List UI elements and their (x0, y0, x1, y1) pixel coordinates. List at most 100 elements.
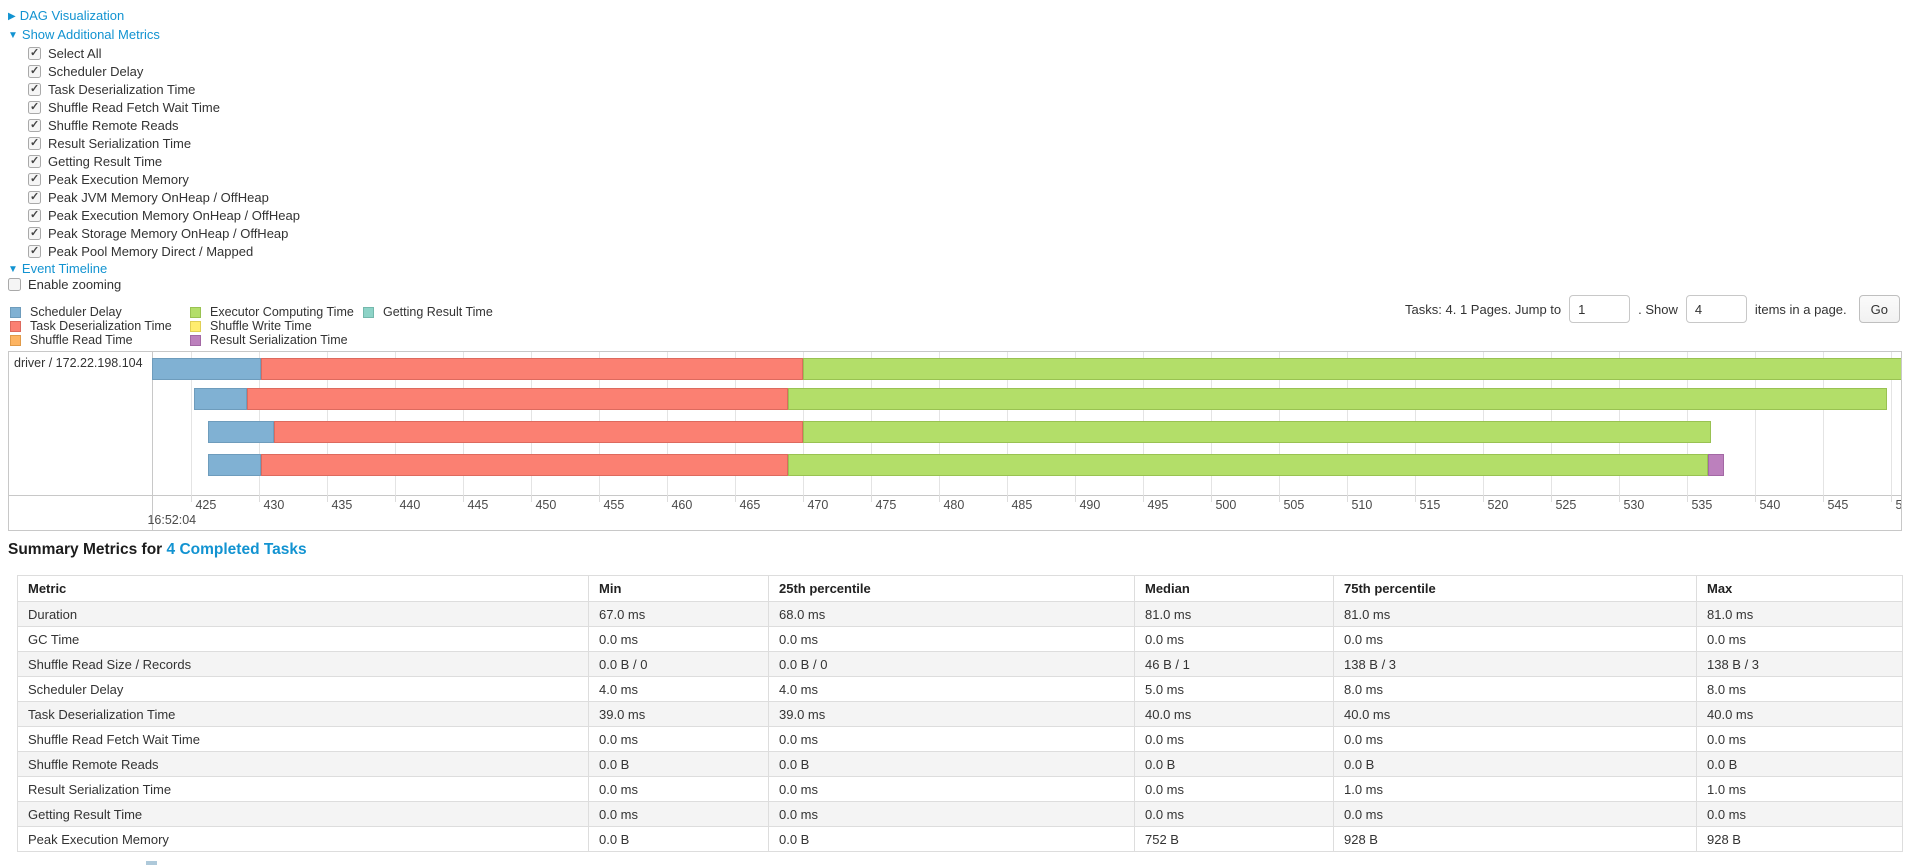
timeline-tickmark (667, 495, 669, 502)
task-bar-segment-task-deserialization[interactable] (260, 358, 804, 380)
enable-zooming-checkbox[interactable] (8, 278, 21, 291)
axis-tick-label: 490 (1079, 498, 1101, 512)
metric-checkbox[interactable] (28, 136, 41, 150)
metric-value-cell: 0.0 ms (1134, 776, 1334, 802)
axis-tick-label: 515 (1419, 498, 1441, 512)
legend-label: Shuffle Write Time (210, 319, 312, 333)
metric-value-cell: 67.0 ms (588, 601, 769, 627)
metric-name-cell: Scheduler Delay (17, 676, 589, 702)
metric-value-cell: 4.0 ms (588, 676, 769, 702)
metric-value-cell: 0.0 B / 0 (768, 651, 1135, 677)
metric-value-cell: 0.0 B (588, 826, 769, 852)
metric-checkbox[interactable] (28, 82, 41, 96)
legend-label: Getting Result Time (383, 305, 493, 319)
timeline-axis-separator (9, 495, 1901, 496)
timeline-tickmark (327, 495, 329, 502)
axis-tick-label: 505 (1283, 498, 1305, 512)
table-row: Shuffle Read Size / Records 0.0 B / 0 0.0 … (17, 651, 1903, 677)
task-bar-segment-executor-computing[interactable] (803, 358, 1901, 380)
metric-name-cell: Peak Execution Memory (17, 826, 589, 852)
table-row: GC Time 0.0 ms 0.0 ms 0.0 ms 0.0 ms 0.0 ms (17, 626, 1903, 652)
metric-checkbox-label: Peak Storage Memory OnHeap / OffHeap (48, 225, 289, 241)
completed-tasks-link[interactable]: 4 Completed Tasks (166, 541, 307, 558)
dag-visualization-label: DAG Visualization (19, 8, 125, 23)
metric-checkbox-row: Peak Storage Memory OnHeap / OffHeap (28, 224, 300, 242)
column-header-max: Max (1696, 575, 1903, 602)
metric-checkbox[interactable] (28, 154, 41, 168)
metric-checkbox[interactable] (28, 244, 41, 258)
axis-tick-label: 510 (1351, 498, 1373, 512)
table-row: Duration 67.0 ms 68.0 ms 81.0 ms 81.0 ms 81.0… (17, 601, 1903, 627)
legend-column: Executor Computing Time Shuffle Write Tim… (190, 305, 363, 347)
scheduler-delay-swatch-icon (10, 306, 21, 318)
timeline-tickmark (735, 495, 737, 502)
metric-value-cell: 81.0 ms (1333, 601, 1697, 627)
result-serialization-swatch-icon (190, 334, 201, 346)
task-bar-segment-task-deserialization[interactable] (274, 421, 804, 443)
task-bar-segment-scheduler-delay[interactable] (207, 421, 275, 443)
metric-checkbox-row: Getting Result Time (28, 152, 300, 170)
metric-value-cell: 138 B / 3 (1333, 651, 1697, 677)
column-header-median: Median (1134, 575, 1334, 602)
task-bar-segment-task-deserialization[interactable] (247, 388, 789, 410)
metric-value-cell: 0.0 B (768, 826, 1135, 852)
metric-checkbox[interactable] (28, 208, 41, 222)
dag-visualization-toggle[interactable]: ▶ DAG Visualization (8, 8, 124, 23)
metric-checkbox[interactable] (28, 100, 41, 114)
legend-item: Task Deserialization Time (10, 319, 190, 333)
timeline-tickmark (259, 495, 261, 502)
metric-checkbox[interactable] (28, 64, 41, 78)
metric-value-cell: 0.0 ms (1696, 626, 1903, 652)
task-bar-segment-executor-computing[interactable] (788, 454, 1708, 476)
task-bar-segment-scheduler-delay[interactable] (207, 454, 261, 476)
cut-off-content-fragment (146, 861, 157, 865)
table-header-row: Metric Min 25th percentile Median 75th perce… (17, 575, 1903, 602)
timeline-tickmark (1279, 495, 1281, 502)
event-timeline-toggle[interactable]: ▼ Event Timeline (8, 261, 107, 276)
task-bar-segment-result-serialization[interactable] (1707, 454, 1725, 476)
metric-value-cell: 40.0 ms (1333, 701, 1697, 727)
task-bar-segment-scheduler-delay[interactable] (194, 388, 248, 410)
metric-value-cell: 0.0 ms (768, 626, 1135, 652)
metric-value-cell: 8.0 ms (1333, 676, 1697, 702)
axis-tick-label: 450 (535, 498, 557, 512)
metric-checkbox[interactable] (28, 190, 41, 204)
axis-tick-label: 460 (671, 498, 693, 512)
timeline-tickmark (1007, 495, 1009, 502)
metric-checkbox[interactable] (28, 172, 41, 186)
metric-checkbox-row: Select All (28, 44, 300, 62)
task-bar-segment-scheduler-delay[interactable] (152, 358, 261, 380)
metric-value-cell: 0.0 ms (1333, 726, 1697, 752)
table-row: Scheduler Delay 4.0 ms 4.0 ms 5.0 ms 8.0 ms 8… (17, 676, 1903, 702)
metric-checkbox[interactable] (28, 226, 41, 240)
axis-tick-label: 475 (875, 498, 897, 512)
legend-item: Getting Result Time (363, 305, 563, 319)
metric-value-cell: 0.0 ms (1134, 626, 1334, 652)
metric-value-cell: 928 B (1696, 826, 1903, 852)
metric-checkbox[interactable] (28, 118, 41, 132)
metric-checkbox-row: Shuffle Read Fetch Wait Time (28, 98, 300, 116)
chevron-right-icon: ▶ (8, 11, 16, 22)
axis-tick-label: 520 (1487, 498, 1509, 512)
show-additional-metrics-toggle[interactable]: ▼ Show Additional Metrics (8, 27, 160, 42)
axis-tick-label: 540 (1759, 498, 1781, 512)
timeline-tickmark (1755, 495, 1757, 502)
items-per-page-input[interactable] (1685, 295, 1747, 323)
metric-checkbox-label: Result Serialization Time (48, 135, 192, 151)
metric-checkbox-label: Peak JVM Memory OnHeap / OffHeap (48, 189, 269, 205)
metric-value-cell: 8.0 ms (1696, 676, 1903, 702)
metric-name-cell: Duration (17, 601, 589, 627)
metric-checkbox[interactable] (28, 46, 41, 60)
task-bar-segment-executor-computing[interactable] (788, 388, 1888, 410)
pagination-bar: Tasks: 4. 1 Pages. Jump to . Show items … (1401, 294, 1900, 324)
go-button[interactable]: Go (1858, 295, 1900, 323)
metric-name-cell: Task Deserialization Time (17, 701, 589, 727)
jump-to-page-input[interactable] (1569, 295, 1631, 323)
table-row: Getting Result Time 0.0 ms 0.0 ms 0.0 ms 0.0… (17, 801, 1903, 827)
task-bar-segment-executor-computing[interactable] (803, 421, 1711, 443)
task-bar-segment-task-deserialization[interactable] (260, 454, 789, 476)
metric-checkbox-label: Shuffle Read Fetch Wait Time (48, 99, 220, 115)
timeline-tickmark (1143, 495, 1145, 502)
timeline-tickmark (803, 495, 805, 502)
metric-value-cell: 0.0 ms (1696, 801, 1903, 827)
